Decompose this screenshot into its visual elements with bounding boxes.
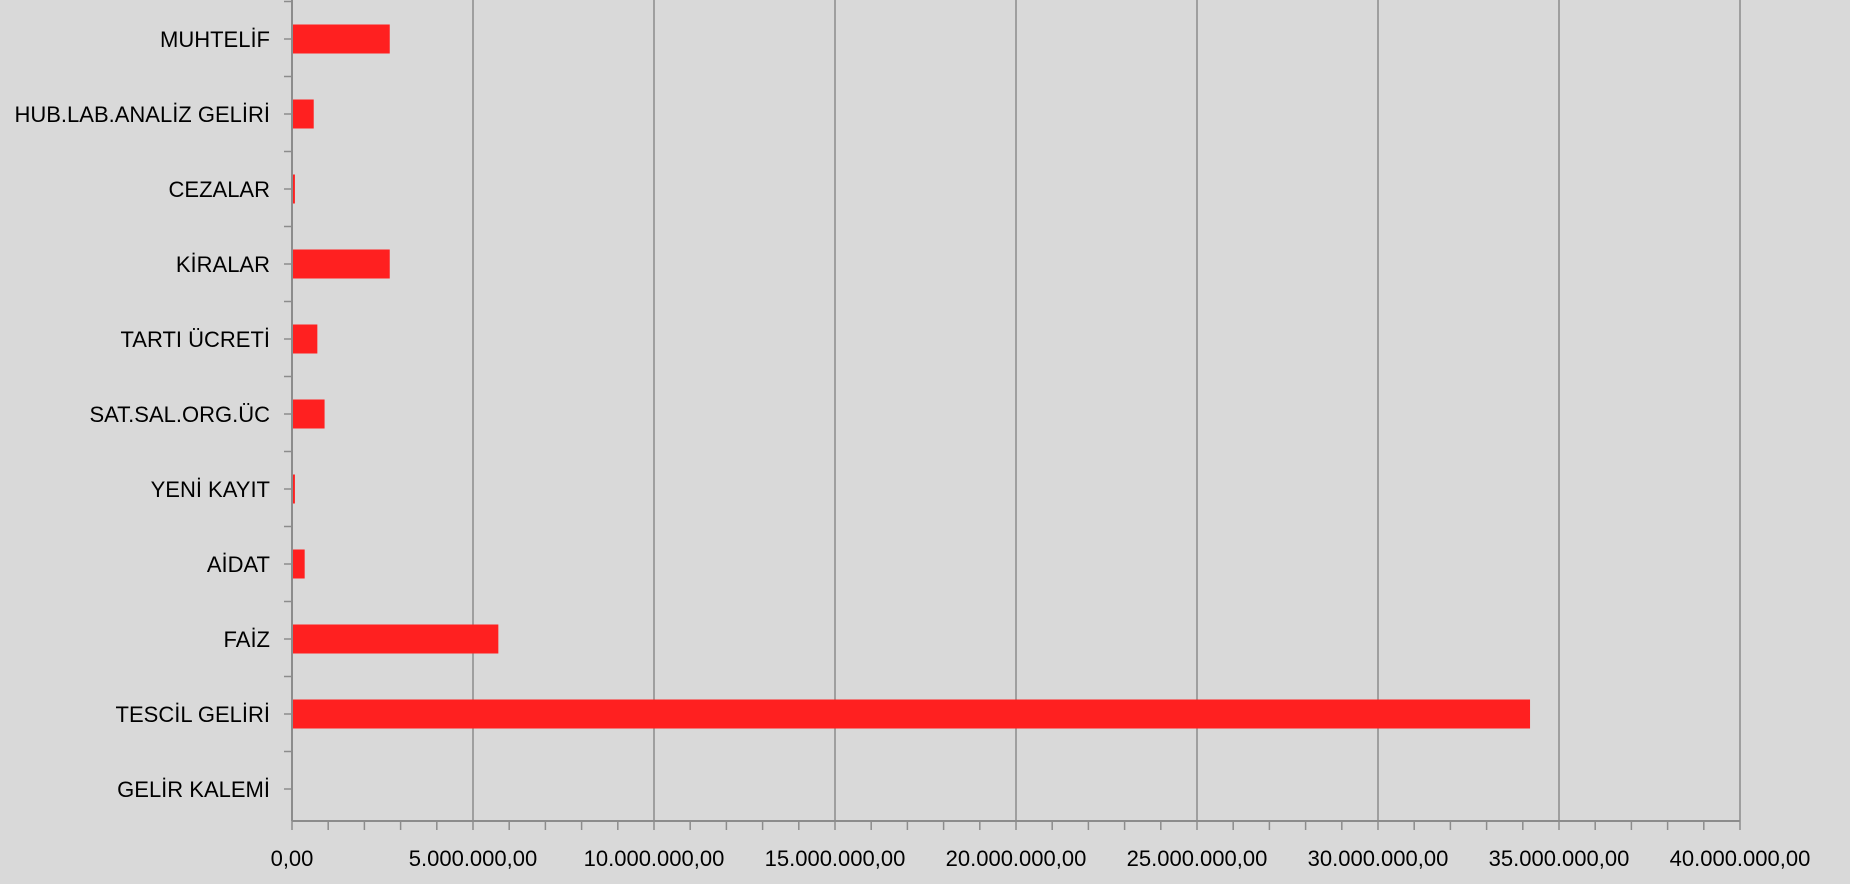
y-tick-label: HUB.LAB.ANALİZ GELİRİ <box>14 102 270 127</box>
y-tick-label: SAT.SAL.ORG.ÜC <box>89 402 270 427</box>
x-tick-label: 35.000.000,00 <box>1489 846 1630 871</box>
x-tick-label: 5.000.000,00 <box>409 846 537 871</box>
bar-3 <box>292 249 390 279</box>
bar-6 <box>292 474 295 504</box>
bar-5 <box>292 399 325 429</box>
bar-7 <box>292 549 305 579</box>
x-tick-label: 40.000.000,00 <box>1670 846 1811 871</box>
y-tick-label: KİRALAR <box>176 252 270 277</box>
bar-2 <box>292 174 295 204</box>
x-tick-label: 15.000.000,00 <box>765 846 906 871</box>
bar-1 <box>292 99 314 129</box>
x-tick-label: 20.000.000,00 <box>946 846 1087 871</box>
x-tick-label: 0,00 <box>271 846 314 871</box>
y-tick-label: YENİ KAYIT <box>151 477 270 502</box>
y-tick-label: TESCİL GELİRİ <box>116 702 270 727</box>
y-tick-label: AİDAT <box>207 552 270 577</box>
bar-0 <box>292 24 390 54</box>
y-tick-label: TARTI ÜCRETİ <box>120 327 270 352</box>
x-tick-label: 30.000.000,00 <box>1308 846 1449 871</box>
x-tick-label: 10.000.000,00 <box>584 846 725 871</box>
bar-8 <box>292 624 499 654</box>
y-tick-label: MUHTELİF <box>160 27 270 52</box>
y-tick-label: GELİR KALEMİ <box>117 777 270 802</box>
y-tick-label: FAİZ <box>224 627 270 652</box>
x-tick-label: 25.000.000,00 <box>1127 846 1268 871</box>
bar-4 <box>292 324 318 354</box>
y-tick-label: CEZALAR <box>169 177 270 202</box>
bar-9 <box>292 699 1531 729</box>
